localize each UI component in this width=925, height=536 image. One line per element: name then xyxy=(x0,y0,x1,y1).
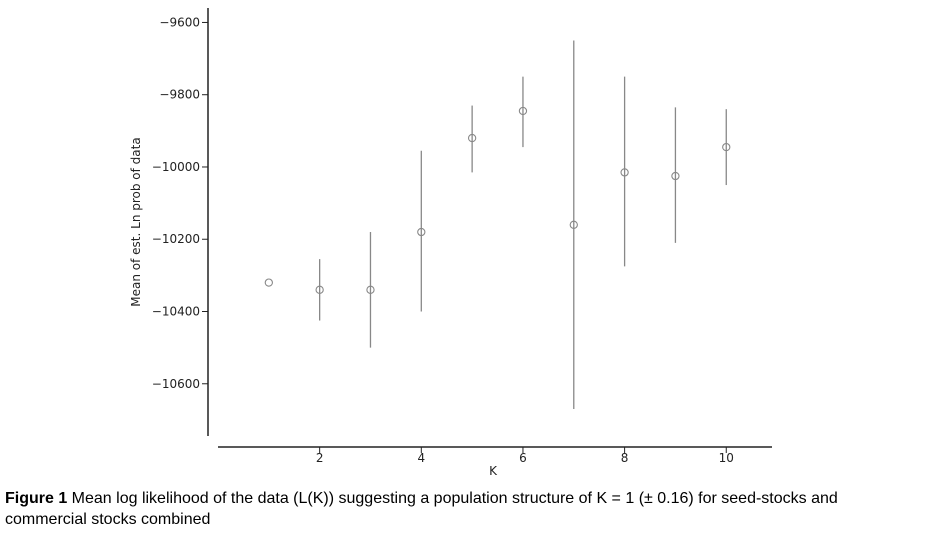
data-point xyxy=(417,227,426,237)
data-point xyxy=(315,285,324,294)
error-bars xyxy=(319,40,727,410)
data-point xyxy=(518,106,528,116)
figure-caption: Figure 1 Mean log likelihood of the data… xyxy=(5,488,920,530)
x-axis-label: K xyxy=(489,464,498,478)
y-tick-label: −9800 xyxy=(159,88,200,102)
y-tick-label: −10400 xyxy=(152,305,200,319)
y-tick-label: −9600 xyxy=(159,15,200,29)
data-point xyxy=(264,278,273,287)
figure-label: Figure 1 xyxy=(5,490,68,507)
x-tick-label: 10 xyxy=(719,451,734,465)
x-tick-label: 6 xyxy=(519,451,527,465)
y-tick-label: −10200 xyxy=(152,232,200,246)
tick-labels: −9600 −9800 −10000 −10200 −10400 −10600 2 4 6 8 10 xyxy=(152,15,734,465)
y-axis-label: Mean of est. Ln prob of data xyxy=(129,137,143,306)
axes xyxy=(202,8,772,453)
data-point xyxy=(366,285,375,294)
x-tick-label: 2 xyxy=(316,451,324,465)
data-point xyxy=(569,220,578,229)
y-tick-label: −10000 xyxy=(152,160,200,174)
x-tick-label: 8 xyxy=(621,451,629,465)
data-points xyxy=(264,106,731,294)
data-point xyxy=(467,133,477,143)
y-tick-label: −10600 xyxy=(152,377,200,391)
x-tick-label: 4 xyxy=(417,451,425,465)
figure-caption-text: Mean log likelihood of the data (L(K)) s… xyxy=(5,490,838,528)
data-point xyxy=(620,168,629,177)
chart: −9600 −9800 −10000 −10200 −10400 −10600 2 4 6 8 10… xyxy=(129,8,772,478)
data-point xyxy=(722,142,731,152)
data-point xyxy=(671,171,680,181)
